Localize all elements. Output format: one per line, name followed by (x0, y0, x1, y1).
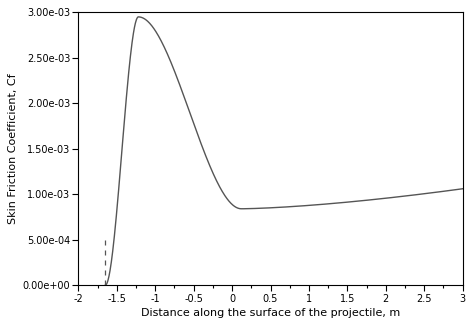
X-axis label: Distance along the surface of the projectile, m: Distance along the surface of the projec… (141, 308, 400, 318)
Y-axis label: Skin Friction Coefficient, Cf: Skin Friction Coefficient, Cf (9, 73, 18, 224)
